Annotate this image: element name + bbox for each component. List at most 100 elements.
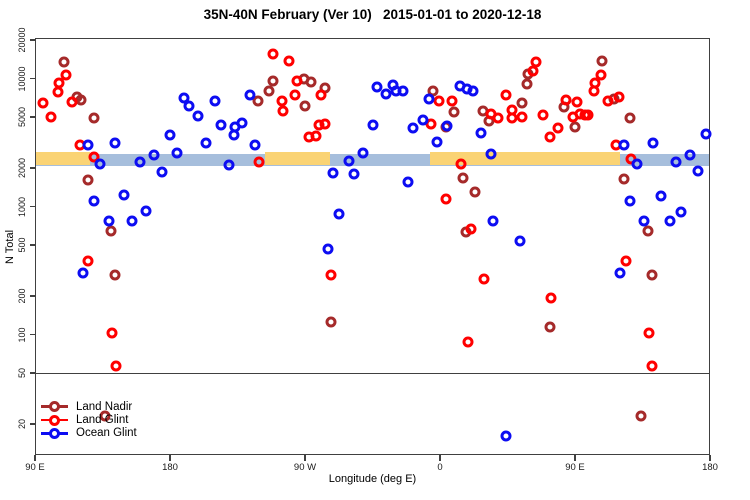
data-point-land-nadir xyxy=(82,174,94,186)
data-point-land-glint xyxy=(530,56,542,68)
data-point-land-nadir xyxy=(521,78,533,90)
legend-circle-icon xyxy=(49,427,60,439)
data-point-ocean-glint xyxy=(700,128,712,140)
x-tick-mark xyxy=(709,455,711,461)
data-point-ocean-glint xyxy=(244,89,256,101)
data-point-land-glint xyxy=(478,273,490,285)
data-point-land-glint xyxy=(589,77,601,89)
data-point-ocean-glint xyxy=(209,95,221,107)
y-tick-mark xyxy=(29,372,35,374)
data-point-land-glint xyxy=(52,86,64,98)
data-point-ocean-glint xyxy=(684,149,696,161)
data-point-land-glint xyxy=(440,193,452,205)
data-point-ocean-glint xyxy=(77,267,89,279)
data-point-ocean-glint xyxy=(647,137,659,149)
data-point-land-glint xyxy=(545,292,557,304)
data-point-ocean-glint xyxy=(380,88,392,100)
x-tick-mark xyxy=(304,455,306,461)
data-point-land-glint xyxy=(613,91,625,103)
data-point-land-glint xyxy=(88,151,100,163)
data-point-ocean-glint xyxy=(327,167,339,179)
data-point-land-nadir xyxy=(99,410,111,422)
data-point-ocean-glint xyxy=(367,119,379,131)
y-tick-label: 100 xyxy=(17,327,27,343)
data-point-ocean-glint xyxy=(638,215,650,227)
legend-marker xyxy=(41,414,68,426)
data-point-ocean-glint xyxy=(618,139,630,151)
legend-marker xyxy=(41,427,68,439)
land-band xyxy=(429,152,620,165)
data-point-land-glint xyxy=(446,95,458,107)
chart-title: 35N-40N February (Ver 10) 2015-01-01 to … xyxy=(203,7,542,22)
data-point-land-glint xyxy=(291,75,303,87)
data-point-ocean-glint xyxy=(171,147,183,159)
data-point-ocean-glint xyxy=(134,156,146,167)
data-point-ocean-glint xyxy=(164,129,176,141)
y-tick-mark xyxy=(29,205,35,208)
legend-row: Land Nadir xyxy=(41,400,137,413)
data-point-ocean-glint xyxy=(624,195,636,207)
data-point-ocean-glint xyxy=(118,189,130,201)
data-point-ocean-glint xyxy=(500,430,512,442)
y-tick-label: 10000 xyxy=(17,66,27,92)
data-point-land-glint xyxy=(37,97,49,109)
data-point-land-nadir xyxy=(624,112,636,124)
data-point-ocean-glint xyxy=(514,235,526,247)
data-point-land-glint xyxy=(66,96,78,108)
data-point-land-glint xyxy=(110,360,122,372)
data-point-ocean-glint xyxy=(675,206,687,218)
data-point-land-nadir xyxy=(267,75,279,87)
data-point-ocean-glint xyxy=(402,176,414,188)
data-point-land-nadir xyxy=(544,321,556,333)
data-point-land-glint xyxy=(506,112,518,124)
data-point-land-glint xyxy=(276,95,288,107)
legend-label: Land Nadir xyxy=(76,400,133,413)
y-tick-label: 5000 xyxy=(17,107,27,128)
y-tick-mark xyxy=(29,295,35,297)
data-point-ocean-glint xyxy=(655,190,667,202)
data-point-land-glint xyxy=(283,55,295,67)
data-point-ocean-glint xyxy=(397,85,409,97)
data-point-ocean-glint xyxy=(407,122,419,134)
y-axis-title: N Total xyxy=(4,229,16,265)
data-point-land-nadir xyxy=(635,410,647,422)
data-point-land-glint xyxy=(643,327,655,339)
data-point-ocean-glint xyxy=(343,155,355,167)
y-tick-mark xyxy=(29,423,35,425)
data-point-ocean-glint xyxy=(249,139,261,151)
data-point-land-glint xyxy=(462,336,474,348)
data-point-ocean-glint xyxy=(103,215,115,227)
data-point-ocean-glint xyxy=(467,85,479,97)
legend-circle-icon xyxy=(49,414,60,426)
data-point-ocean-glint xyxy=(670,156,682,168)
legend-label: Land Glint xyxy=(76,414,129,427)
data-point-land-nadir xyxy=(569,121,581,133)
legend-label: Ocean Glint xyxy=(76,427,137,440)
x-tick-mark xyxy=(439,455,441,461)
legend-marker xyxy=(41,401,68,413)
legend: Land Nadir Land Glint Ocean Glint xyxy=(41,400,137,440)
x-axis-title: Longitude (deg E) xyxy=(328,473,417,485)
data-point-land-glint xyxy=(82,255,94,267)
data-point-land-glint xyxy=(319,118,331,130)
data-point-ocean-glint xyxy=(357,147,369,159)
data-point-land-glint xyxy=(455,158,467,170)
data-point-land-glint xyxy=(253,156,265,168)
data-point-land-glint xyxy=(492,112,504,124)
data-point-land-glint xyxy=(552,122,564,134)
y-tick-mark xyxy=(29,167,35,169)
data-point-land-nadir xyxy=(642,225,654,237)
data-point-ocean-glint xyxy=(94,158,106,170)
data-point-land-nadir xyxy=(325,316,337,328)
y-tick-label: 2000 xyxy=(17,157,27,179)
data-point-land-nadir xyxy=(58,56,70,67)
data-point-ocean-glint xyxy=(692,165,704,177)
x-tick-mark xyxy=(574,455,576,461)
data-point-land-nadir xyxy=(448,106,459,118)
data-point-ocean-glint xyxy=(487,215,499,227)
y-tick-mark xyxy=(29,39,35,41)
legend-row: Land Glint xyxy=(41,413,137,426)
data-point-land-glint xyxy=(315,89,327,101)
data-point-land-glint xyxy=(527,65,539,77)
